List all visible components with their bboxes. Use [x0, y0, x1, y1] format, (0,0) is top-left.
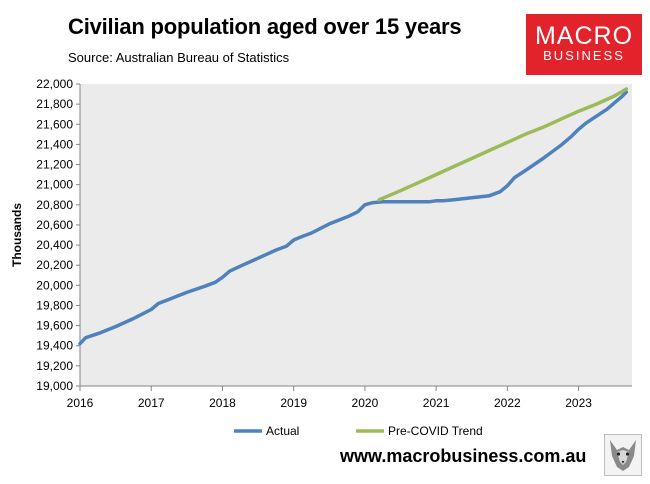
y-tick-label: 20,000 [36, 278, 73, 292]
x-tick-label: 2016 [67, 396, 94, 410]
fox-mascot-icon [604, 434, 642, 476]
x-tick-label: 2018 [209, 396, 236, 410]
y-tick-label: 20,800 [36, 198, 73, 212]
y-tick-label: 19,200 [36, 359, 73, 373]
series-group [78, 87, 629, 346]
y-tick-label: 19,600 [36, 319, 73, 333]
axes: 19,000 19,200 19,400 19,600 19,800 20,000 20,2… [10, 77, 632, 410]
y-tick-label: 21,600 [36, 117, 73, 131]
y-tick-label: 21,200 [36, 158, 73, 172]
macrobusiness-logo: MACRO BUSINESS [526, 14, 642, 75]
x-tick-label: 2021 [423, 396, 450, 410]
y-axis-label: Thousands [10, 203, 24, 267]
y-tick-label: 21,800 [36, 97, 73, 111]
y-tick-label: 20,400 [36, 238, 73, 252]
x-tick-label: 2017 [138, 396, 165, 410]
y-tick-label: 20,600 [36, 218, 73, 232]
y-tick-label: 22,000 [36, 77, 73, 91]
y-tick-label: 21,400 [36, 137, 73, 151]
x-tick-label: 2022 [494, 396, 521, 410]
chart-source: Source: Australian Bureau of Statistics [68, 50, 290, 65]
y-tick-label: 21,000 [36, 178, 73, 192]
x-tick-label: 2020 [352, 396, 379, 410]
website-url: www.macrobusiness.com.au [340, 446, 587, 466]
x-tick-label: 2019 [280, 396, 307, 410]
chart-title: Civilian population aged over 15 years [68, 14, 462, 39]
logo-text-macro: MACRO [534, 22, 634, 50]
series-line-actual [78, 90, 629, 346]
series-line-pre-covid-trend [377, 87, 629, 202]
legend-label-pre-covid-trend: Pre-COVID Trend [388, 424, 483, 438]
legend: Actual Pre-COVID Trend [234, 424, 483, 438]
logo-text-business: BUSINESS [543, 48, 625, 63]
x-tick-label: 2023 [565, 396, 592, 410]
y-tick-label: 20,200 [36, 258, 73, 272]
y-tick-label: 19,400 [36, 339, 73, 353]
y-tick-label: 19,000 [36, 379, 73, 393]
plot-area [80, 84, 632, 386]
legend-label-actual: Actual [266, 424, 299, 438]
y-tick-label: 19,800 [36, 298, 73, 312]
